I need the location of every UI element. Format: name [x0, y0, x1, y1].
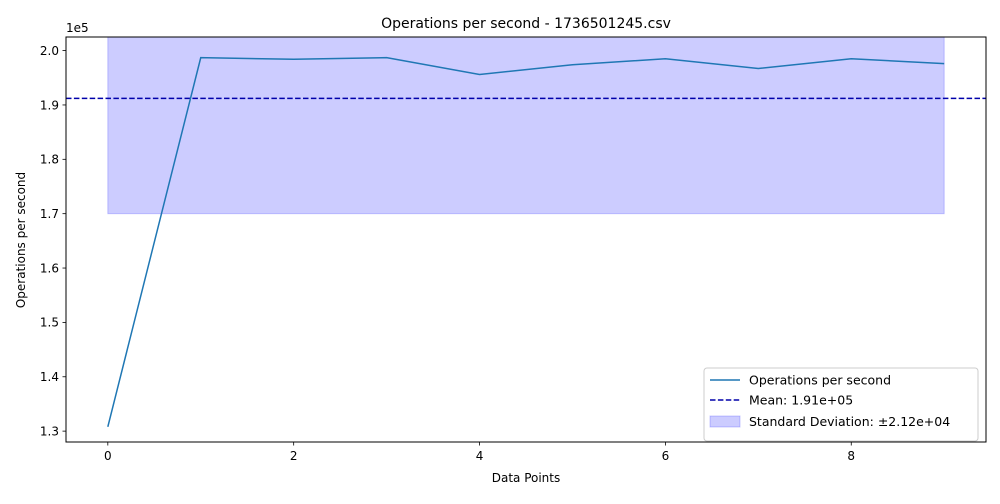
y-tick-label: 1.7 [40, 207, 59, 221]
legend: Operations per second Mean: 1.91e+05 Sta… [703, 367, 979, 442]
plot-frame [65, 36, 987, 443]
y-offset-label: 1e5 [66, 21, 89, 35]
x-axis-title: Data Points [492, 471, 561, 485]
y-axis-title: Operations per second [14, 172, 28, 308]
x-tick-label: 4 [476, 449, 484, 463]
y-tick-label: 1.6 [40, 261, 59, 275]
y-tick-label: 1.8 [40, 153, 59, 167]
y-tick-label: 2.0 [40, 44, 59, 58]
y-tick-label: 1.4 [40, 370, 59, 384]
legend-std-swatch [709, 415, 741, 428]
x-tick-label: 8 [847, 449, 855, 463]
y-axis-ticks: 1.3 1.4 1.5 1.6 1.7 1.8 1.9 2.0 [40, 44, 66, 438]
y-tick-label: 1.9 [40, 98, 59, 112]
legend-std-label: Standard Deviation: ±2.12e+04 [749, 414, 950, 429]
y-tick-label: 1.5 [40, 316, 59, 330]
legend-mean-label: Mean: 1.91e+05 [749, 393, 853, 408]
x-tick-label: 6 [662, 449, 670, 463]
x-tick-label: 2 [290, 449, 298, 463]
x-tick-label: 0 [104, 449, 112, 463]
legend-series-label: Operations per second [749, 373, 891, 388]
plot-area [66, 37, 986, 427]
y-tick-label: 1.3 [40, 424, 59, 438]
operations-series-line [107, 56, 945, 427]
std-deviation-band [107, 37, 945, 215]
legend-box [703, 367, 979, 442]
chart-title: Operations per second - 1736501245.csv [381, 16, 671, 32]
x-axis-ticks: 0 2 4 6 8 [104, 442, 855, 463]
